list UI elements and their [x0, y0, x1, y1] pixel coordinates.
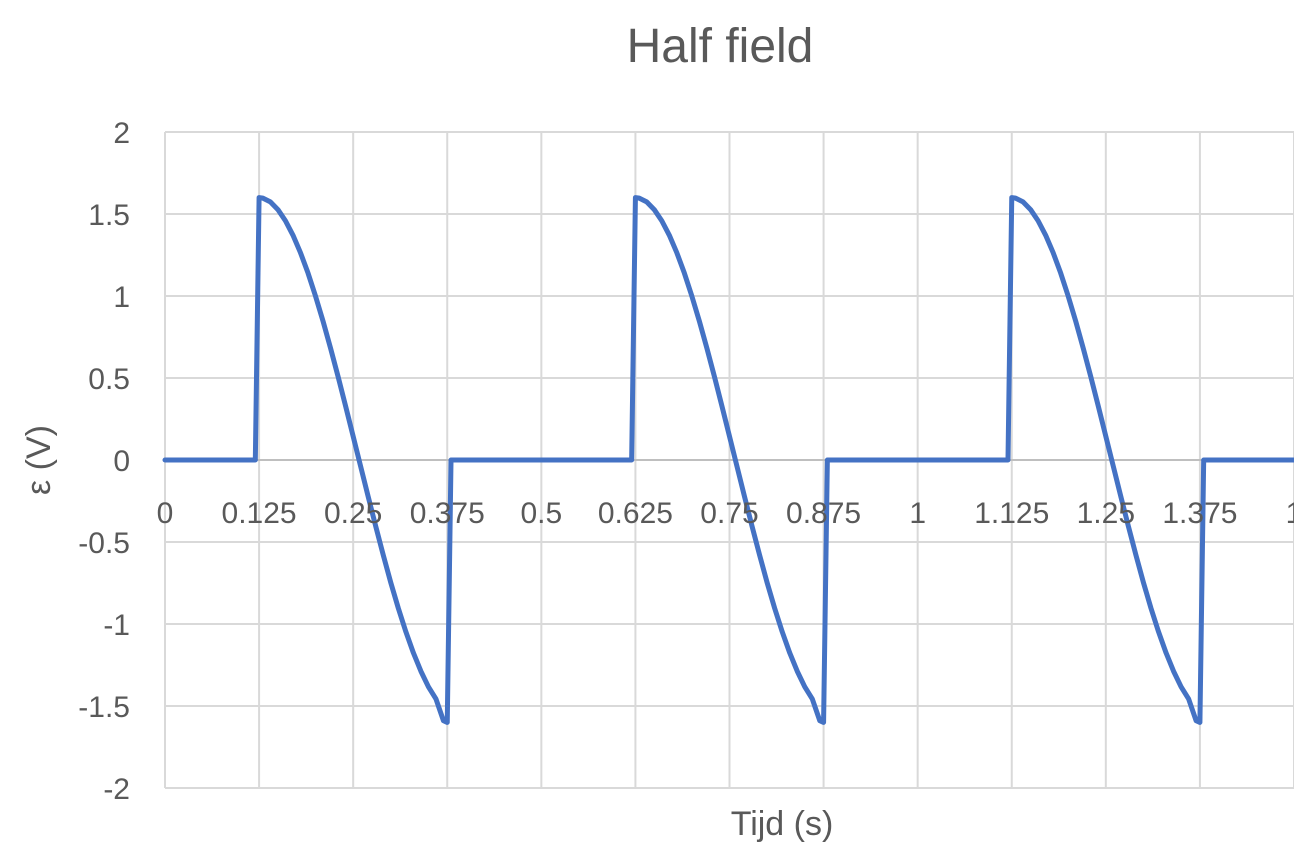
x-tick-label: 1.25 [1077, 497, 1135, 530]
x-tick-label: 0.5 [520, 497, 562, 530]
x-axis-title: Tijd (s) [731, 805, 834, 843]
x-tick-label: 1 [909, 497, 926, 530]
y-axis-title: ε (V) [20, 425, 58, 495]
y-tick-label: -0.5 [78, 527, 130, 560]
x-tick-label: 1.125 [974, 497, 1049, 530]
y-tick-label: 0 [113, 445, 130, 478]
x-tick-label: 0.625 [598, 497, 673, 530]
tick-labels: 2 1.5 1 0.5 0 -0.5 -1 -1.5 -2 0 0.125 0.25 0.375 0.5 0… [78, 117, 1294, 806]
series-layer [162, 195, 1294, 725]
x-tick-label: 0.875 [786, 497, 861, 530]
y-tick-label: 2 [113, 117, 130, 150]
y-tick-label: -1.5 [78, 691, 130, 724]
x-tick-label: 0.25 [324, 497, 382, 530]
series-line [162, 195, 1294, 725]
x-tick-label: 0.125 [222, 497, 297, 530]
y-tick-label: -2 [103, 773, 130, 806]
x-tick-label: 1.375 [1162, 497, 1237, 530]
chart-title: Half field [627, 20, 814, 73]
x-tick-label: 0.75 [700, 497, 758, 530]
x-tick-label: 1 [1286, 497, 1294, 530]
y-tick-label: -1 [103, 609, 130, 642]
y-tick-label: 1 [113, 281, 130, 314]
x-tick-label: 0 [157, 497, 174, 530]
y-tick-label: 1.5 [88, 199, 130, 232]
x-tick-label: 0.375 [410, 497, 485, 530]
y-tick-label: 0.5 [88, 363, 130, 396]
